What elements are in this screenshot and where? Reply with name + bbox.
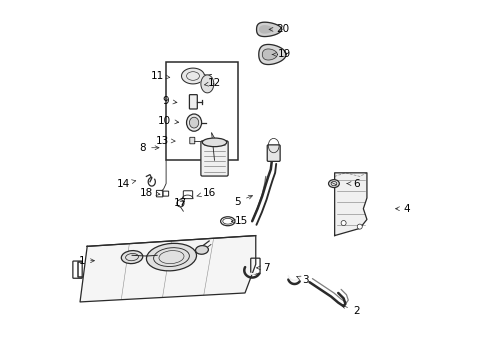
Text: 12: 12 bbox=[204, 78, 221, 88]
FancyBboxPatch shape bbox=[190, 137, 195, 144]
Text: 13: 13 bbox=[156, 136, 175, 145]
Polygon shape bbox=[201, 75, 214, 93]
Text: 15: 15 bbox=[231, 216, 248, 226]
Ellipse shape bbox=[190, 117, 199, 128]
Text: 3: 3 bbox=[296, 275, 309, 285]
Text: 19: 19 bbox=[272, 49, 291, 59]
FancyBboxPatch shape bbox=[190, 95, 197, 109]
Polygon shape bbox=[259, 44, 286, 64]
Circle shape bbox=[341, 221, 346, 226]
Text: 17: 17 bbox=[174, 198, 187, 208]
Polygon shape bbox=[260, 26, 272, 33]
Text: 11: 11 bbox=[150, 71, 170, 81]
Polygon shape bbox=[335, 173, 367, 235]
Polygon shape bbox=[181, 68, 204, 84]
Text: 1: 1 bbox=[78, 256, 95, 266]
Circle shape bbox=[357, 224, 362, 229]
Polygon shape bbox=[262, 49, 277, 60]
Text: 6: 6 bbox=[347, 179, 360, 189]
Text: 10: 10 bbox=[158, 116, 179, 126]
Text: 16: 16 bbox=[197, 188, 216, 198]
Ellipse shape bbox=[187, 114, 201, 131]
Text: 8: 8 bbox=[140, 143, 159, 153]
FancyBboxPatch shape bbox=[267, 145, 280, 161]
Text: 7: 7 bbox=[257, 263, 270, 273]
Ellipse shape bbox=[122, 251, 143, 264]
Text: 9: 9 bbox=[163, 96, 177, 106]
Polygon shape bbox=[80, 235, 256, 302]
Ellipse shape bbox=[196, 246, 208, 254]
Bar bbox=[166, 62, 238, 160]
Text: 20: 20 bbox=[269, 24, 289, 35]
Text: 2: 2 bbox=[342, 305, 360, 316]
Text: 4: 4 bbox=[395, 204, 410, 214]
FancyBboxPatch shape bbox=[201, 141, 228, 176]
Polygon shape bbox=[257, 22, 282, 37]
Ellipse shape bbox=[147, 243, 196, 271]
Ellipse shape bbox=[202, 138, 227, 147]
Text: 18: 18 bbox=[140, 188, 160, 198]
Ellipse shape bbox=[329, 180, 339, 188]
Text: 5: 5 bbox=[235, 195, 252, 207]
Text: 14: 14 bbox=[117, 179, 136, 189]
